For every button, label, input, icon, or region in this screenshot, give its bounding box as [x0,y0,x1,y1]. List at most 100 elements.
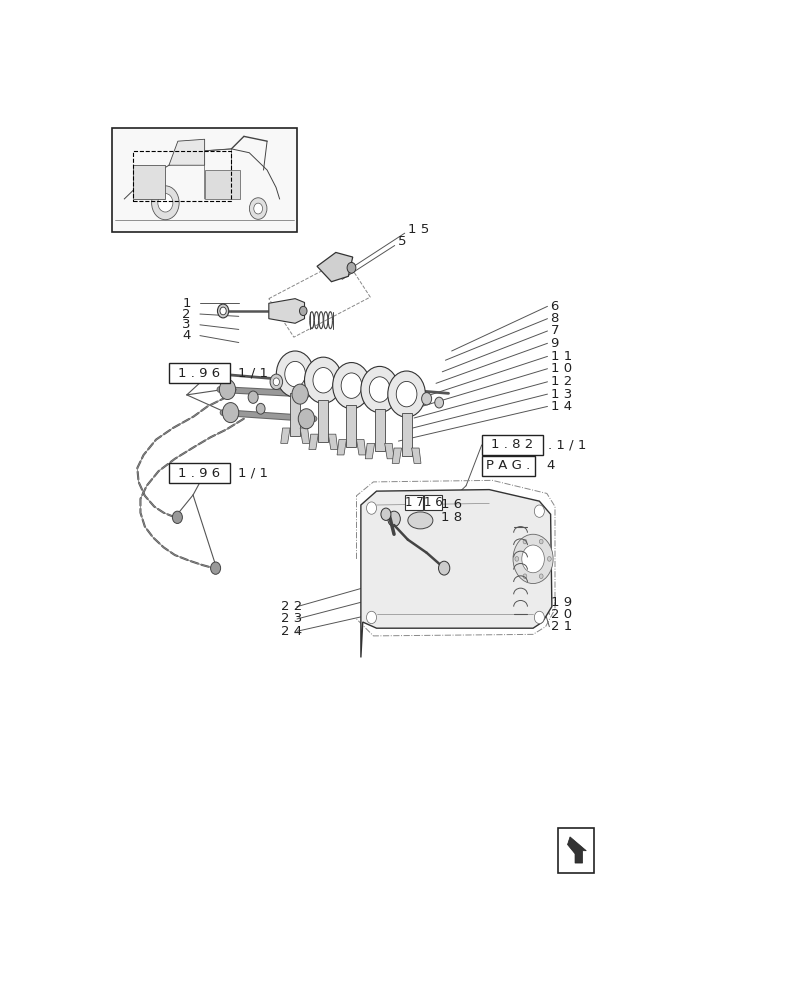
Polygon shape [317,252,353,282]
Bar [169,463,230,483]
Circle shape [222,403,239,423]
Circle shape [369,377,390,402]
Text: 1 6: 1 6 [441,498,462,512]
Polygon shape [169,139,204,165]
Circle shape [388,511,400,527]
Circle shape [523,539,527,544]
Circle shape [284,361,305,387]
Circle shape [367,502,377,514]
Polygon shape [300,428,309,443]
Circle shape [522,545,545,573]
Polygon shape [309,434,318,450]
Text: 1 / 1: 1 / 1 [238,467,267,480]
Polygon shape [356,440,366,455]
Bar [318,400,328,442]
Circle shape [313,368,334,393]
Text: 2: 2 [183,308,191,321]
Circle shape [534,505,545,517]
Bar [558,828,595,873]
Circle shape [534,611,545,624]
Text: 6: 6 [550,300,559,313]
Bar [375,409,385,451]
Circle shape [217,304,229,318]
Circle shape [367,611,377,624]
Circle shape [254,203,263,214]
Circle shape [388,371,425,417]
Text: 1 . 8 2: 1 . 8 2 [491,438,533,451]
Circle shape [298,409,314,429]
Ellipse shape [408,512,433,529]
Circle shape [250,198,267,219]
Polygon shape [361,490,552,657]
Text: 8: 8 [550,312,559,325]
Circle shape [539,539,543,544]
Text: 1 7: 1 7 [419,498,440,512]
Circle shape [220,307,226,315]
Circle shape [305,357,342,403]
Text: 1 / 1: 1 / 1 [238,367,267,380]
Bar [112,128,297,232]
Polygon shape [385,443,394,459]
Circle shape [381,508,391,520]
Bar [406,495,423,510]
Text: 1 3: 1 3 [550,388,572,401]
Polygon shape [411,448,421,463]
Bar [402,413,411,456]
Polygon shape [280,428,290,443]
Bar [482,435,543,455]
Circle shape [333,363,370,409]
Circle shape [219,379,236,400]
Bar [133,165,166,199]
Circle shape [292,384,309,404]
Circle shape [422,393,431,405]
Circle shape [172,511,183,523]
Circle shape [513,534,553,584]
Text: . 1 / 1: . 1 / 1 [548,438,587,451]
Circle shape [152,186,179,220]
Text: 2 4: 2 4 [281,625,302,638]
Text: 5: 5 [398,235,406,248]
Circle shape [548,557,551,561]
Text: 4: 4 [183,329,191,342]
Bar [204,170,240,199]
Polygon shape [567,837,587,863]
Text: 1 . 9 6: 1 . 9 6 [179,467,221,480]
Text: 1 5: 1 5 [408,223,429,236]
Text: 7: 7 [550,324,559,337]
Text: 4: 4 [546,459,554,472]
Circle shape [211,562,221,574]
Bar [290,393,300,436]
Polygon shape [365,443,375,459]
Circle shape [158,194,173,212]
Circle shape [248,391,259,403]
Polygon shape [392,448,402,463]
Circle shape [341,373,362,398]
Circle shape [273,378,280,386]
Polygon shape [328,434,338,450]
Bar [347,405,356,447]
Text: 1 6: 1 6 [423,496,442,509]
Text: 1 9: 1 9 [550,596,572,609]
Circle shape [347,262,356,273]
Bar [169,363,230,383]
Circle shape [300,306,307,316]
Circle shape [256,403,265,414]
Bar [133,151,231,201]
Text: 9: 9 [550,337,559,350]
Circle shape [523,574,527,579]
Text: 1 8: 1 8 [441,511,462,524]
Text: 1 1: 1 1 [550,350,572,363]
Text: 2 3: 2 3 [281,612,302,625]
Text: 1: 1 [183,297,191,310]
Text: 2 0: 2 0 [550,608,572,621]
Circle shape [361,366,398,413]
Circle shape [270,374,283,389]
Text: P A G .: P A G . [486,459,531,472]
Text: 1 4: 1 4 [550,400,572,413]
Circle shape [396,381,417,407]
Bar [482,456,535,476]
Text: 3: 3 [183,318,191,331]
Circle shape [435,397,444,408]
Text: 1 2: 1 2 [550,375,572,388]
Text: 2 1: 2 1 [550,620,572,633]
